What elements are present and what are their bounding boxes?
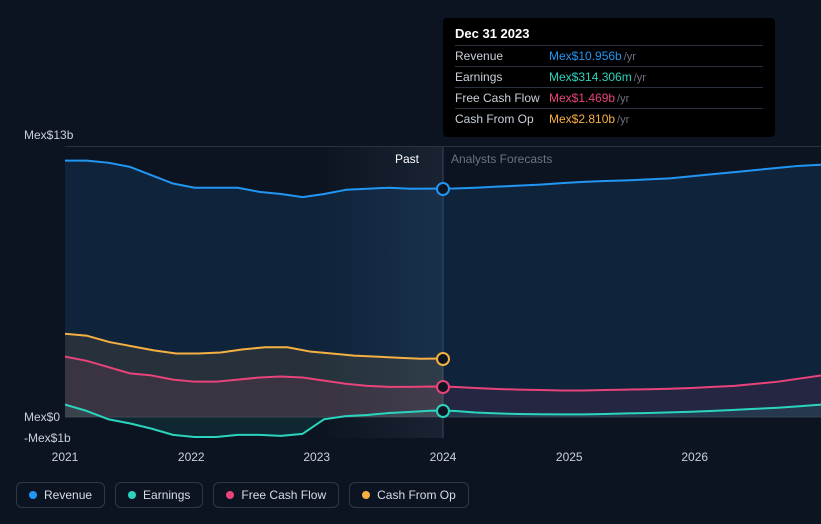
y-axis-label: -Mex$1b xyxy=(24,431,71,445)
tooltip-row: Cash From OpMex$2.810b/yr xyxy=(455,108,763,129)
legend-item-earnings[interactable]: Earnings xyxy=(115,482,203,508)
tooltip-metric-label: Earnings xyxy=(455,70,549,84)
x-axis-tick: 2022 xyxy=(178,450,205,464)
legend-label: Free Cash Flow xyxy=(241,488,326,502)
tooltip-metric-unit: /yr xyxy=(634,72,646,84)
free_cash_flow-marker xyxy=(436,380,450,394)
legend-label: Earnings xyxy=(143,488,190,502)
earnings-marker xyxy=(436,404,450,418)
tooltip-row: RevenueMex$10.956b/yr xyxy=(455,45,763,66)
cash_from_op-marker xyxy=(436,352,450,366)
legend-label: Cash From Op xyxy=(377,488,456,502)
forecast-section-label: Analysts Forecasts xyxy=(451,152,552,166)
y-axis-label: Mex$0 xyxy=(24,410,60,424)
legend-item-cash_from_op[interactable]: Cash From Op xyxy=(349,482,469,508)
legend-label: Revenue xyxy=(44,488,92,502)
legend-item-free_cash_flow[interactable]: Free Cash Flow xyxy=(213,482,339,508)
legend-dot-icon xyxy=(29,491,37,499)
y-axis-label: Mex$13b xyxy=(24,128,73,142)
legend-dot-icon xyxy=(128,491,136,499)
revenue-marker xyxy=(436,182,450,196)
tooltip-metric-unit: /yr xyxy=(617,114,629,126)
tooltip-metric-unit: /yr xyxy=(624,51,636,63)
x-axis-tick: 2025 xyxy=(556,450,583,464)
tooltip-metric-value: Mex$10.956b xyxy=(549,49,622,63)
tooltip-row: EarningsMex$314.306m/yr xyxy=(455,66,763,87)
tooltip-metric-value: Mex$2.810b xyxy=(549,112,615,126)
tooltip-metric-label: Cash From Op xyxy=(455,112,549,126)
tooltip-date: Dec 31 2023 xyxy=(455,26,763,41)
legend-dot-icon xyxy=(362,491,370,499)
tooltip-metric-unit: /yr xyxy=(617,93,629,105)
chart-legend: Revenue Earnings Free Cash Flow Cash From O… xyxy=(16,482,469,508)
tooltip-metric-label: Free Cash Flow xyxy=(455,91,549,105)
x-axis-tick: 2021 xyxy=(52,450,79,464)
past-section-label: Past xyxy=(395,152,419,166)
x-axis-tick: 2026 xyxy=(681,450,708,464)
tooltip-metric-label: Revenue xyxy=(455,49,549,63)
x-axis-tick: 2024 xyxy=(430,450,457,464)
chart-tooltip: Dec 31 2023 RevenueMex$10.956b/yrEarning… xyxy=(443,18,775,137)
legend-item-revenue[interactable]: Revenue xyxy=(16,482,105,508)
financial-forecast-chart: Mex$13b Mex$0 -Mex$1b 2021 2022 2023 2024 2025… xyxy=(16,0,805,524)
tooltip-row: Free Cash FlowMex$1.469b/yr xyxy=(455,87,763,108)
x-axis-tick: 2023 xyxy=(303,450,330,464)
tooltip-metric-value: Mex$314.306m xyxy=(549,70,632,84)
legend-dot-icon xyxy=(226,491,234,499)
tooltip-metric-value: Mex$1.469b xyxy=(549,91,615,105)
